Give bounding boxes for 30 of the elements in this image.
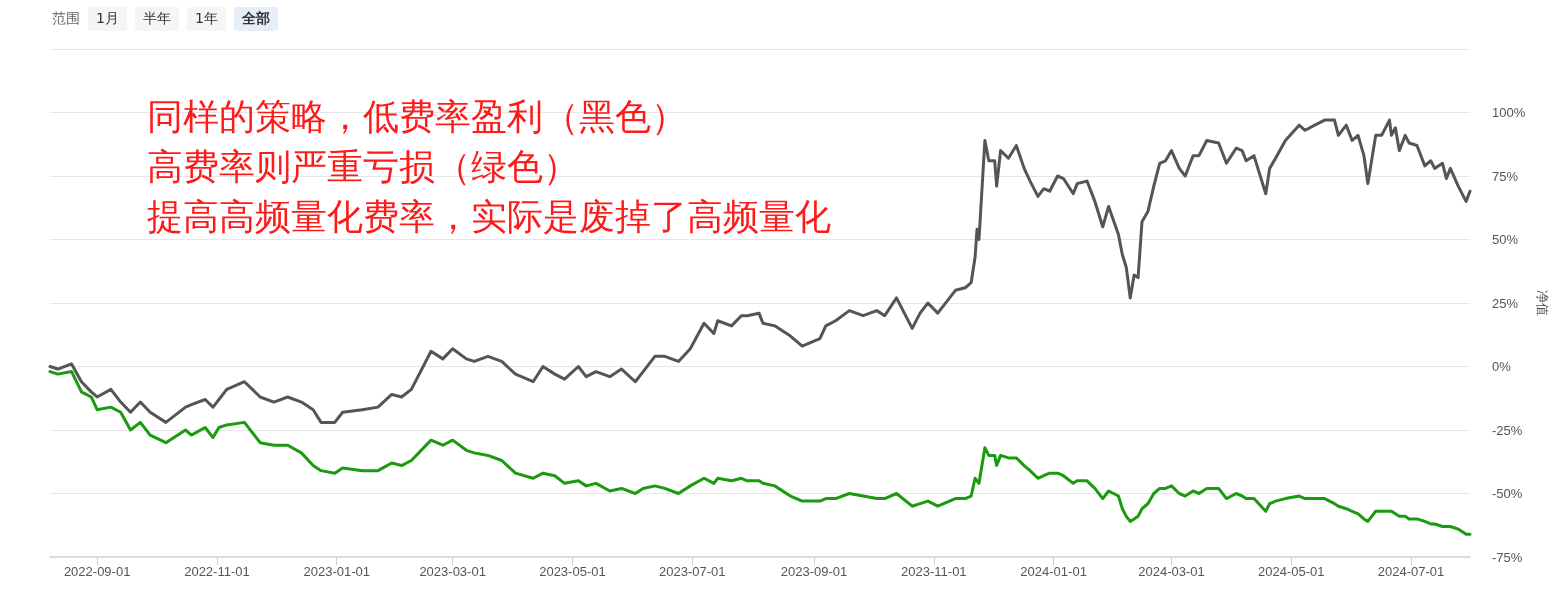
y-axis-title: 净值 <box>1535 290 1551 316</box>
y-tick-label: -25% <box>1492 422 1523 438</box>
x-tick-label: 2022-09-01 <box>63 564 131 579</box>
annotation: 提高高频量化费率，实际是废掉了高频量化 <box>147 195 831 239</box>
annotation: 高费率则严重亏损（绿色） <box>147 145 580 189</box>
y-tick-label: 50% <box>1492 232 1519 247</box>
x-tick-label: 2023-01-01 <box>303 564 370 579</box>
x-tick-label: 2024-05-01 <box>1258 564 1325 579</box>
y-tick-label: 25% <box>1492 295 1519 311</box>
y-tick-label: -50% <box>1492 486 1523 501</box>
text: 半年 <box>134 7 179 31</box>
y-tick-label: 75% <box>1492 168 1519 184</box>
y-tick-label: -75% <box>1492 549 1523 565</box>
y-tick-label: 100% <box>1492 105 1526 120</box>
x-tick-label: 2024-03-01 <box>1138 564 1205 579</box>
y-tick-label: 0% <box>1492 359 1512 374</box>
x-tick-label: 2023-03-01 <box>419 564 486 579</box>
x-tick-label: 2024-01-01 <box>1020 564 1087 579</box>
annotation: 同样的策略，低费率盈利（黑色） <box>147 95 688 139</box>
text: 范围 <box>52 10 80 28</box>
line-series <box>48 370 1472 536</box>
x-tick-label: 2023-09-01 <box>780 564 848 579</box>
x-tick-label: 2022-11-01 <box>184 564 250 579</box>
text: 1年 <box>186 7 226 31</box>
text: 1月 <box>88 7 127 31</box>
text: 全部 <box>233 7 278 31</box>
x-tick-label: 2023-07-01 <box>658 564 726 579</box>
x-tick-label: 2024-07-01 <box>1377 564 1445 579</box>
x-tick-label: 2023-05-01 <box>539 564 606 579</box>
x-tick-label: 2023-11-01 <box>901 564 967 579</box>
